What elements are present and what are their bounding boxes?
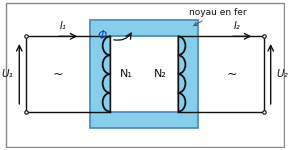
Text: U₁: U₁: [2, 69, 14, 79]
Text: ~: ~: [53, 68, 63, 81]
Text: U₂: U₂: [276, 69, 288, 79]
Text: I₁: I₁: [59, 21, 66, 32]
Text: ~: ~: [227, 68, 237, 81]
Text: Φ: Φ: [98, 29, 107, 42]
Text: N₂: N₂: [154, 69, 167, 79]
Text: noyau en fer: noyau en fer: [188, 8, 246, 26]
Bar: [110, 36, 178, 112]
Text: N₁: N₁: [120, 69, 133, 79]
Text: I₂: I₂: [233, 21, 240, 32]
Bar: [90, 20, 198, 128]
